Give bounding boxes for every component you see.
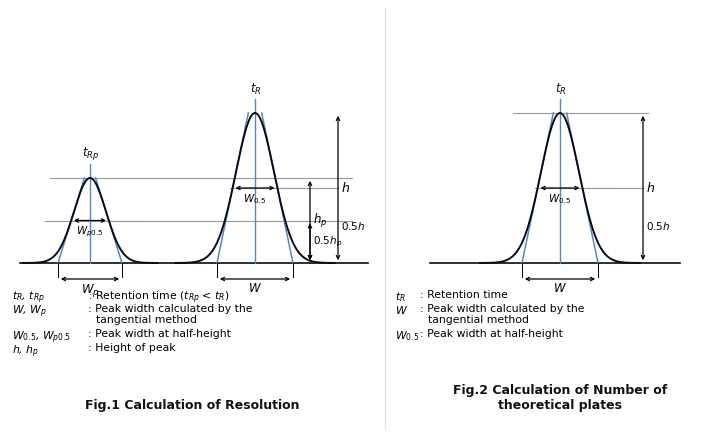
Text: $W_p$: $W_p$ — [81, 282, 100, 299]
Text: $t_R$: $t_R$ — [250, 82, 262, 97]
Text: : Height of peak: : Height of peak — [88, 343, 176, 353]
Text: $h_p$: $h_p$ — [313, 212, 327, 230]
Text: tangential method: tangential method — [96, 315, 197, 325]
Text: : Peak width calculated by the: : Peak width calculated by the — [88, 304, 252, 314]
Text: $W_{p0.5}$: $W_{p0.5}$ — [76, 225, 104, 239]
Text: $t_R$, $t_{Rp}$: $t_R$, $t_{Rp}$ — [12, 290, 45, 307]
Text: $t_{Rp}$: $t_{Rp}$ — [82, 145, 100, 162]
Text: : Retention time ($t_{Rp}$ < $t_R$): : Retention time ($t_{Rp}$ < $t_R$) — [88, 290, 230, 307]
Text: $0.5h$: $0.5h$ — [646, 219, 670, 232]
Text: $W_{0.5}$: $W_{0.5}$ — [244, 192, 267, 206]
Text: Fig.2 Calculation of Number of
theoretical plates: Fig.2 Calculation of Number of theoretic… — [453, 384, 667, 412]
Text: $W_{0.5}$: $W_{0.5}$ — [395, 329, 419, 343]
Text: $0.5h$: $0.5h$ — [341, 219, 366, 232]
Text: $h$: $h$ — [341, 181, 350, 195]
Text: $W$, $W_p$: $W$, $W_p$ — [12, 304, 47, 321]
Text: : Peak width at half-height: : Peak width at half-height — [420, 329, 563, 339]
Text: : Retention time: : Retention time — [420, 290, 508, 300]
Text: $h$: $h$ — [646, 181, 655, 195]
Text: $t_R$: $t_R$ — [555, 82, 567, 97]
Text: $W$: $W$ — [553, 282, 567, 295]
Text: $W_{0.5}$: $W_{0.5}$ — [548, 192, 571, 206]
Text: $0.5h_p$: $0.5h_p$ — [313, 235, 342, 249]
Text: tangential method: tangential method — [428, 315, 529, 325]
Text: $W_{0.5}$, $W_{p0.5}$: $W_{0.5}$, $W_{p0.5}$ — [12, 329, 71, 346]
Text: $h$, $h_p$: $h$, $h_p$ — [12, 343, 39, 360]
Text: $t_R$: $t_R$ — [395, 290, 406, 304]
Text: : Peak width at half-height: : Peak width at half-height — [88, 329, 231, 339]
Text: Fig.1 Calculation of Resolution: Fig.1 Calculation of Resolution — [85, 399, 300, 412]
Text: : Peak width calculated by the: : Peak width calculated by the — [420, 304, 585, 314]
Text: $W$: $W$ — [248, 282, 262, 295]
Text: $W$: $W$ — [395, 304, 408, 316]
